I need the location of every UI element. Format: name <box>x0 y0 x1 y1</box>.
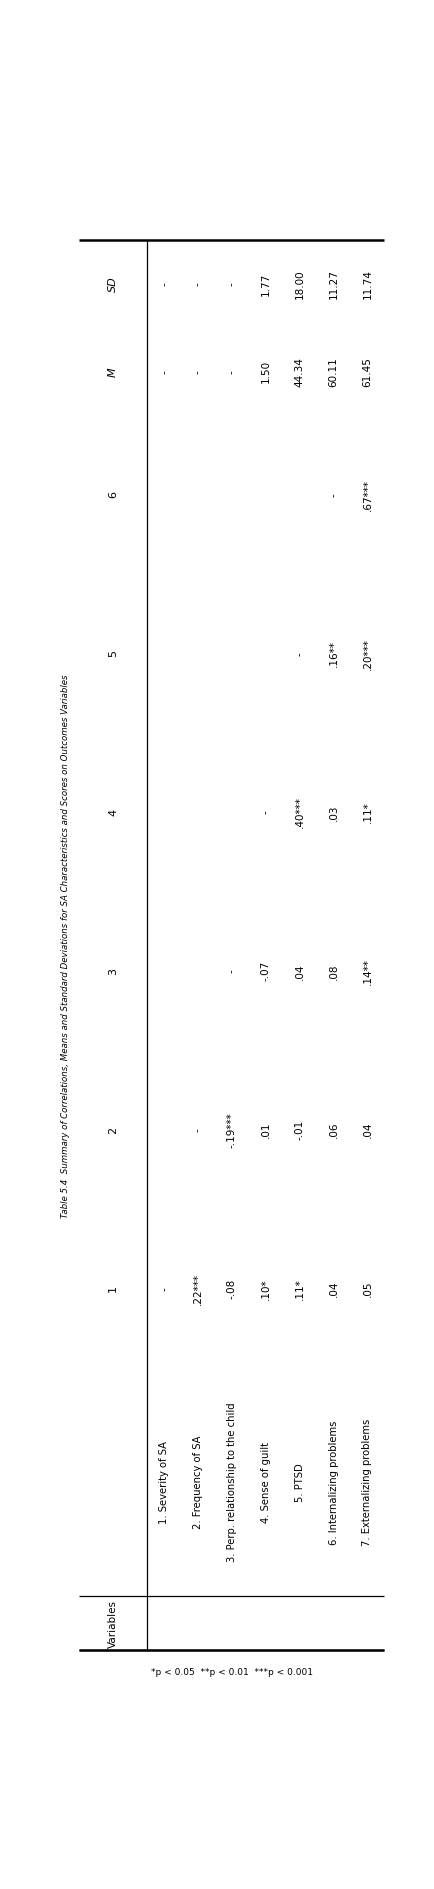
Text: SD: SD <box>108 276 118 293</box>
Text: -: - <box>193 370 203 374</box>
Text: .67***: .67*** <box>362 478 372 510</box>
Text: 6: 6 <box>108 491 118 499</box>
Text: .11*: .11* <box>362 801 372 824</box>
Text: -.07: -.07 <box>261 962 271 980</box>
Text: 2: 2 <box>108 1126 118 1133</box>
Text: 7. Externalizing problems: 7. Externalizing problems <box>362 1419 372 1545</box>
Text: -: - <box>227 969 237 973</box>
Text: 60.11: 60.11 <box>329 357 339 387</box>
Text: 3. Perp. relationship to the child: 3. Perp. relationship to the child <box>227 1402 237 1562</box>
Text: Variables: Variables <box>108 1600 118 1647</box>
Text: -.01: -.01 <box>295 1120 305 1139</box>
Text: .01: .01 <box>261 1122 271 1137</box>
Text: -: - <box>193 281 203 285</box>
Text: -: - <box>159 370 169 374</box>
Text: 4: 4 <box>108 808 118 816</box>
Text: -: - <box>329 493 339 497</box>
Text: .20***: .20*** <box>362 637 372 669</box>
Text: .04: .04 <box>295 963 305 979</box>
Text: .14**: .14** <box>362 958 372 984</box>
Text: 4. Sense of guilt: 4. Sense of guilt <box>261 1441 271 1523</box>
Text: -.08: -.08 <box>227 1279 237 1298</box>
Text: -: - <box>227 370 237 374</box>
Text: .40***: .40*** <box>295 795 305 827</box>
Text: -: - <box>295 652 305 655</box>
Text: .03: .03 <box>329 805 339 820</box>
Text: 3: 3 <box>108 967 118 975</box>
Text: .04: .04 <box>329 1281 339 1296</box>
Text: -: - <box>261 810 271 814</box>
Text: 18.00: 18.00 <box>295 270 305 298</box>
Text: 61.45: 61.45 <box>362 357 372 387</box>
Text: 5. PTSD: 5. PTSD <box>295 1462 305 1502</box>
Text: .06: .06 <box>329 1122 339 1137</box>
Text: -: - <box>193 1128 203 1132</box>
Text: 1. Severity of SA: 1. Severity of SA <box>159 1439 169 1523</box>
Text: 11.27: 11.27 <box>329 270 339 298</box>
Text: -: - <box>159 1286 169 1290</box>
Text: 11.74: 11.74 <box>362 270 372 298</box>
Text: .10*: .10* <box>261 1277 271 1300</box>
Text: .04: .04 <box>362 1122 372 1137</box>
Text: 44.34: 44.34 <box>295 357 305 387</box>
Text: -.19***: -.19*** <box>227 1111 237 1147</box>
Text: .16**: .16** <box>329 640 339 667</box>
Text: -: - <box>159 281 169 285</box>
Text: *p < 0.05  **p < 0.01  ***p < 0.001: *p < 0.05 **p < 0.01 ***p < 0.001 <box>151 1668 313 1676</box>
Text: M: M <box>108 366 118 376</box>
Text: 1.77: 1.77 <box>261 272 271 297</box>
Text: .22***: .22*** <box>193 1273 203 1303</box>
Text: .11*: .11* <box>295 1277 305 1300</box>
Text: 2. Frequency of SA: 2. Frequency of SA <box>193 1436 203 1528</box>
Text: 1.50: 1.50 <box>261 361 271 383</box>
Text: .05: .05 <box>362 1281 372 1296</box>
Text: -: - <box>227 281 237 285</box>
Text: 6. Internalizing problems: 6. Internalizing problems <box>329 1421 339 1543</box>
Text: Table 5.4  Summary of Correlations, Means and Standard Deviations for SA Charact: Table 5.4 Summary of Correlations, Means… <box>61 674 69 1217</box>
Text: 1: 1 <box>108 1285 118 1292</box>
Text: 5: 5 <box>108 650 118 657</box>
Text: .08: .08 <box>329 963 339 979</box>
